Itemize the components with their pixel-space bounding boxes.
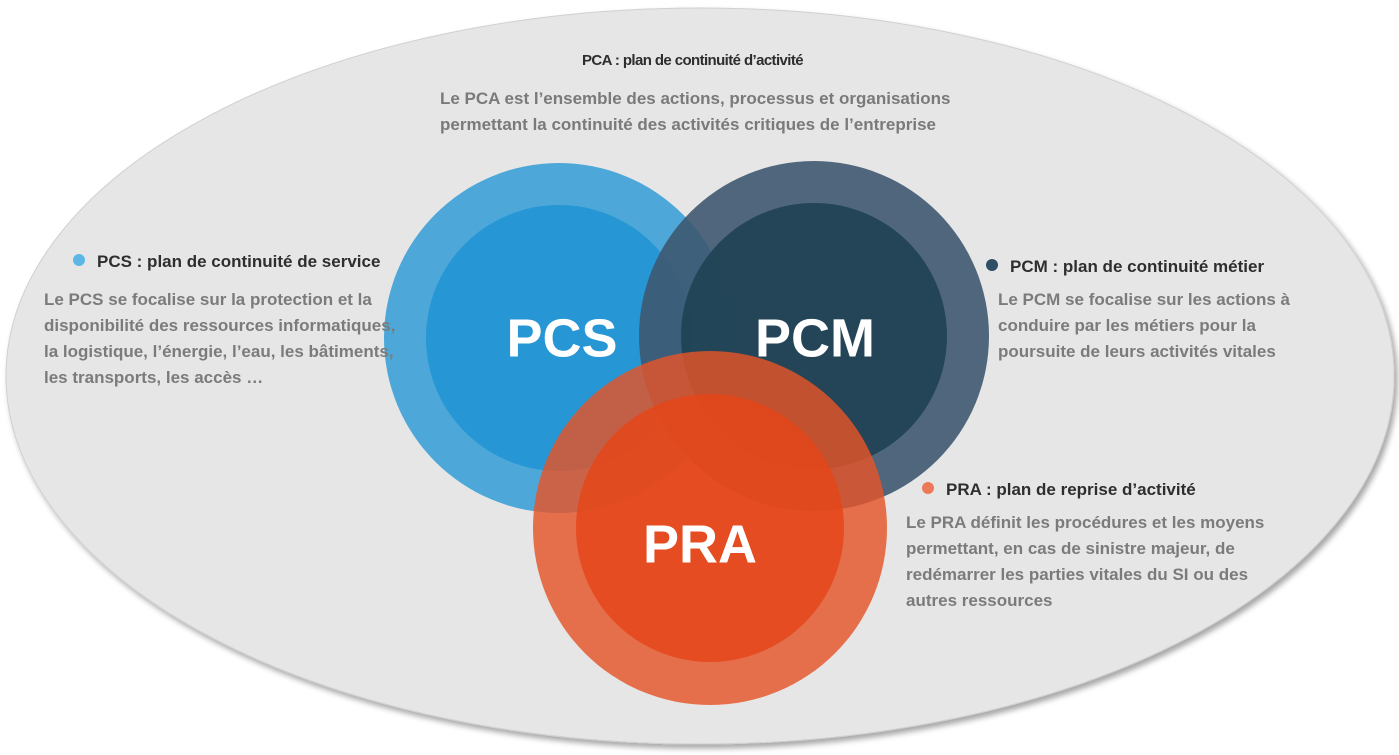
pcm-circle-label: PCM [755,308,875,368]
pcs-title: PCS : plan de continuité de service [97,252,381,271]
pcm-title: PCM : plan de continuité métier [1010,257,1265,276]
pca-title: PCA : plan de continuité d’activité [582,52,804,69]
pra-description: Le PRA définit les procédures et les moy… [906,513,1265,610]
pcs-heading: PCS : plan de continuité de service [73,252,380,272]
pra-title: PRA : plan de reprise d’activité [946,480,1196,499]
pcs-description: Le PCS se focalise sur la protection et … [44,290,396,387]
pcs-bullet-dot [73,254,85,266]
pra-heading: PRA : plan de reprise d’activité [922,480,1196,500]
pcm-heading: PCM : plan de continuité métier [986,257,1264,277]
pra-circle-label: PRA [643,514,757,574]
pra-inner-circle [576,394,844,662]
pca-description: Le PCA est l’ensemble des actions, proce… [440,89,951,134]
pra-bullet-dot [922,482,934,494]
pcm-description: Le PCM se focalise sur les actions à con… [998,290,1290,361]
pcs-circle-label: PCS [506,308,617,368]
pcm-bullet-dot [986,259,998,271]
